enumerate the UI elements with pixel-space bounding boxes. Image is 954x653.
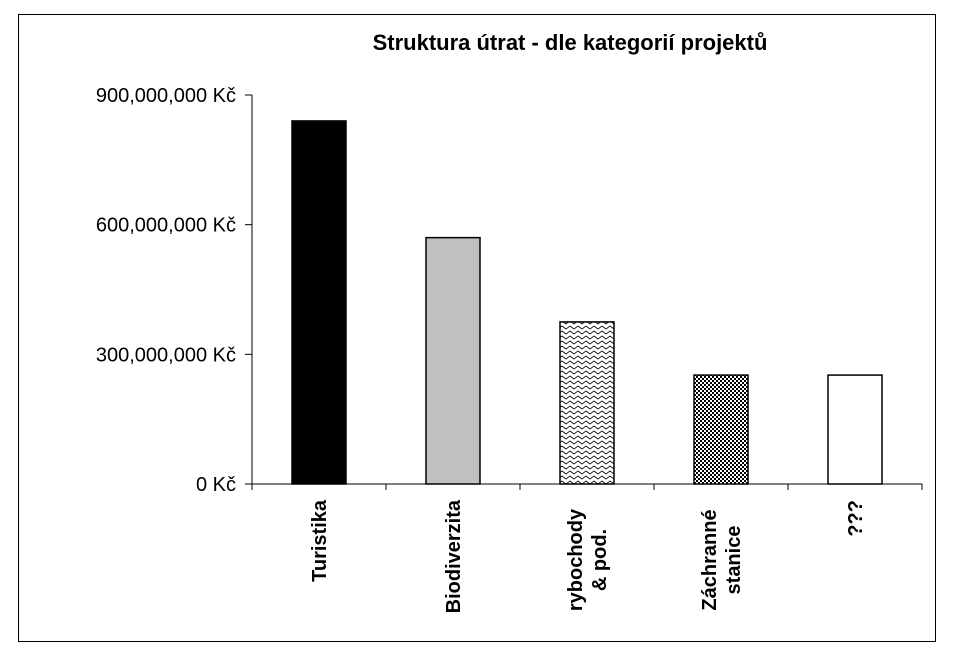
category-label: stanice xyxy=(723,526,745,595)
bar xyxy=(425,236,481,485)
y-tick-label: 0 Kč xyxy=(196,474,236,496)
y-tick-label: 300,000,000 Kč xyxy=(96,344,236,366)
y-tick-label: 900,000,000 Kč xyxy=(96,85,236,107)
category-labels: Turistika Biodiverzita rybochody & pod. Zách… xyxy=(309,499,867,613)
category-label: Biodiverzita xyxy=(443,499,465,613)
bar xyxy=(559,321,615,485)
bars xyxy=(291,120,883,485)
category-label: rybochody xyxy=(565,508,587,611)
bar xyxy=(827,374,883,485)
y-tick-label: 600,000,000 Kč xyxy=(96,215,236,237)
category-label: Turistika xyxy=(309,499,331,582)
category-label: Záchranné xyxy=(699,509,721,610)
chart-title: Struktura útrat - dle kategorií projektů xyxy=(373,30,768,55)
y-tick-labels: 0 Kč 300,000,000 Kč 600,000,000 Kč 900,000,… xyxy=(96,85,236,496)
category-label: ??? xyxy=(845,500,867,537)
category-label: & pod. xyxy=(589,529,611,591)
bar xyxy=(693,374,749,485)
bar xyxy=(291,120,347,485)
